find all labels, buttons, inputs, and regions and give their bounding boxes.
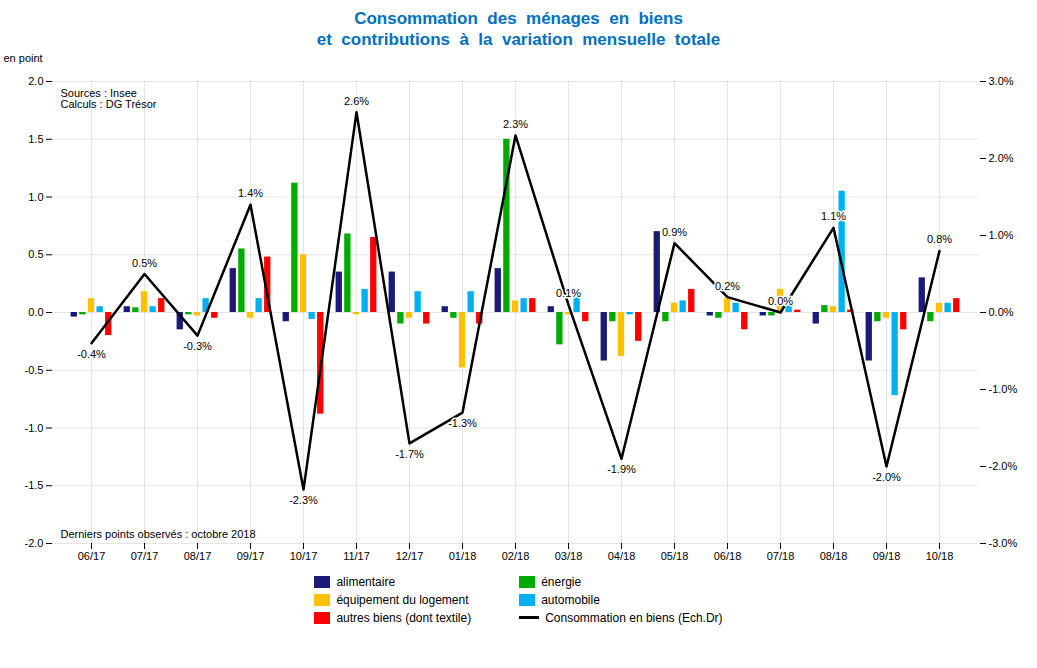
- svg-text:12/17: 12/17: [396, 550, 424, 562]
- svg-text:0.5: 0.5: [28, 248, 43, 260]
- svg-text:01/18: 01/18: [449, 550, 477, 562]
- svg-text:-1.3%: -1.3%: [448, 417, 477, 429]
- html-text:alimentaire: alimentaire: [336, 574, 396, 589]
- svg-text:0.9%: 0.9%: [662, 225, 687, 237]
- svg-text:0.0%: 0.0%: [768, 295, 793, 307]
- svg-text:-0.4%: -0.4%: [77, 347, 106, 359]
- svg-text:07/18: 07/18: [767, 550, 795, 562]
- svg-text:Sources : InseeCalculs : DG Tr: Sources : InseeCalculs : DG Trésor: [61, 87, 157, 110]
- svg-text:0.2%: 0.2%: [715, 279, 740, 291]
- html-text:énergie: énergie: [541, 574, 582, 589]
- svg-text:-1.9%: -1.9%: [607, 463, 636, 475]
- svg-text:04/18: 04/18: [608, 550, 636, 562]
- svg-text:-1.0%: -1.0%: [989, 383, 1018, 395]
- svg-text:2.0%: 2.0%: [989, 152, 1014, 164]
- svg-text:3.0%: 3.0%: [989, 75, 1014, 87]
- html-text:équipement du logement: équipement du logement: [336, 592, 469, 607]
- html-text:autres biens (dont textile): autres biens (dont textile): [336, 610, 472, 625]
- svg-text:0.0%: 0.0%: [989, 306, 1014, 318]
- svg-text:2.3%: 2.3%: [503, 117, 528, 129]
- svg-text:08/17: 08/17: [184, 550, 212, 562]
- svg-text:-0.3%: -0.3%: [183, 340, 212, 352]
- svg-text:02/18: 02/18: [502, 550, 530, 562]
- html-text:automobile: automobile: [541, 592, 600, 607]
- svg-text:10/17: 10/17: [290, 550, 318, 562]
- svg-text:05/18: 05/18: [661, 550, 689, 562]
- svg-text:06/17: 06/17: [78, 550, 106, 562]
- svg-text:09/18: 09/18: [873, 550, 901, 562]
- svg-text:1.0: 1.0: [28, 190, 43, 202]
- svg-text:07/17: 07/17: [131, 550, 159, 562]
- svg-text:-0.5: -0.5: [25, 363, 44, 375]
- html-text:Consommation des ménages en bi: Consommation des ménages en biens et con…: [316, 9, 721, 50]
- svg-text:-2.0%: -2.0%: [872, 471, 901, 483]
- svg-text:-2.3%: -2.3%: [289, 494, 318, 506]
- svg-text:06/18: 06/18: [714, 550, 742, 562]
- svg-text:-1.0: -1.0: [25, 421, 44, 433]
- svg-text:-1.7%: -1.7%: [395, 447, 424, 459]
- svg-text:0.1%: 0.1%: [556, 287, 581, 299]
- svg-text:-1.5: -1.5: [25, 479, 44, 491]
- svg-text:1.5: 1.5: [28, 132, 43, 144]
- html-text:Consommation en biens (Ech.Dr): Consommation en biens (Ech.Dr): [545, 610, 723, 625]
- svg-text:11/17: 11/17: [343, 550, 370, 562]
- svg-text:-3.0%: -3.0%: [989, 537, 1018, 549]
- svg-text:Derniers points observés : oct: Derniers points observés : octobre 2018: [61, 527, 256, 539]
- svg-text:09/17: 09/17: [237, 550, 265, 562]
- svg-text:0.0: 0.0: [28, 306, 43, 318]
- svg-text:1.0%: 1.0%: [989, 229, 1014, 241]
- svg-text:2.0: 2.0: [28, 75, 43, 87]
- svg-text:-2.0%: -2.0%: [989, 460, 1018, 472]
- svg-text:08/18: 08/18: [820, 550, 848, 562]
- svg-text:10/18: 10/18: [926, 550, 954, 562]
- svg-text:0.8%: 0.8%: [927, 233, 952, 245]
- svg-text:2.6%: 2.6%: [344, 94, 369, 106]
- svg-text:03/18: 03/18: [555, 550, 583, 562]
- svg-text:1.4%: 1.4%: [238, 187, 263, 199]
- svg-text:1.1%: 1.1%: [821, 210, 846, 222]
- svg-text:-2.0: -2.0: [25, 537, 44, 549]
- svg-text:en point: en point: [4, 52, 43, 64]
- svg-text:0.5%: 0.5%: [132, 256, 157, 268]
